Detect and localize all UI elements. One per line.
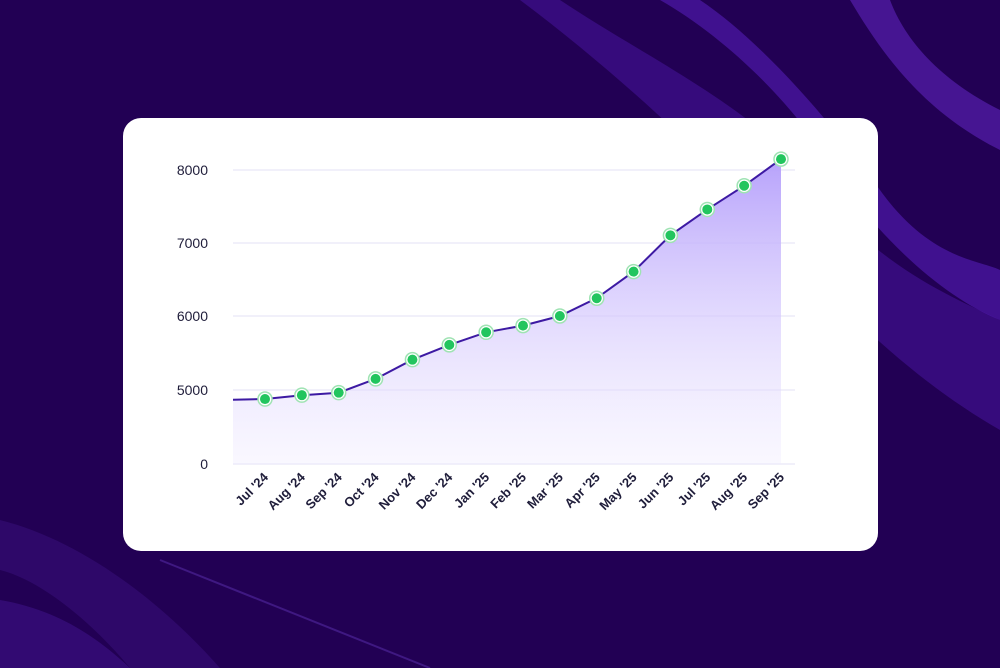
- y-tick-label: 8000: [177, 162, 208, 178]
- x-tick-label: May '25: [596, 470, 639, 513]
- x-tick-label: Jun '25: [635, 470, 677, 512]
- data-point: [591, 293, 602, 304]
- data-point: [333, 387, 344, 398]
- data-point: [296, 390, 307, 401]
- data-point: [739, 180, 750, 191]
- data-point: [776, 154, 786, 165]
- data-point: [702, 204, 713, 215]
- data-point: [260, 394, 270, 405]
- x-tick-label: Aug '25: [707, 470, 750, 513]
- chart-card: 8000 7000 6000 5000 0 Jul '24 Aug '24 Sep '24 O…: [123, 118, 878, 551]
- series-line: [232, 158, 782, 401]
- data-point: [628, 266, 639, 277]
- x-tick-label: Apr '25: [561, 470, 602, 511]
- y-tick-label: 6000: [177, 308, 208, 324]
- data-point: [407, 354, 418, 365]
- x-tick-label: Mar '25: [524, 470, 566, 512]
- y-tick-label: 7000: [177, 235, 208, 251]
- x-tick-label: Sep '25: [745, 470, 787, 512]
- x-tick-label: Sep '24: [302, 469, 345, 512]
- x-tick-label: Dec '24: [413, 469, 456, 512]
- x-tick-label: Aug '24: [265, 469, 309, 513]
- data-point: [665, 230, 676, 241]
- x-tick-label: Oct '24: [341, 469, 382, 510]
- y-tick-label: 5000: [177, 382, 208, 398]
- data-point: [554, 311, 565, 321]
- x-tick-label: Feb '25: [487, 470, 529, 512]
- x-tick-label: Nov '24: [376, 469, 419, 512]
- data-point: [444, 339, 455, 350]
- data-point: [481, 327, 492, 338]
- x-tick-label: Jan '25: [451, 470, 492, 511]
- data-point: [518, 320, 528, 331]
- area-fill: [233, 159, 781, 464]
- data-point: [370, 373, 381, 384]
- y-tick-label: 0: [200, 456, 208, 472]
